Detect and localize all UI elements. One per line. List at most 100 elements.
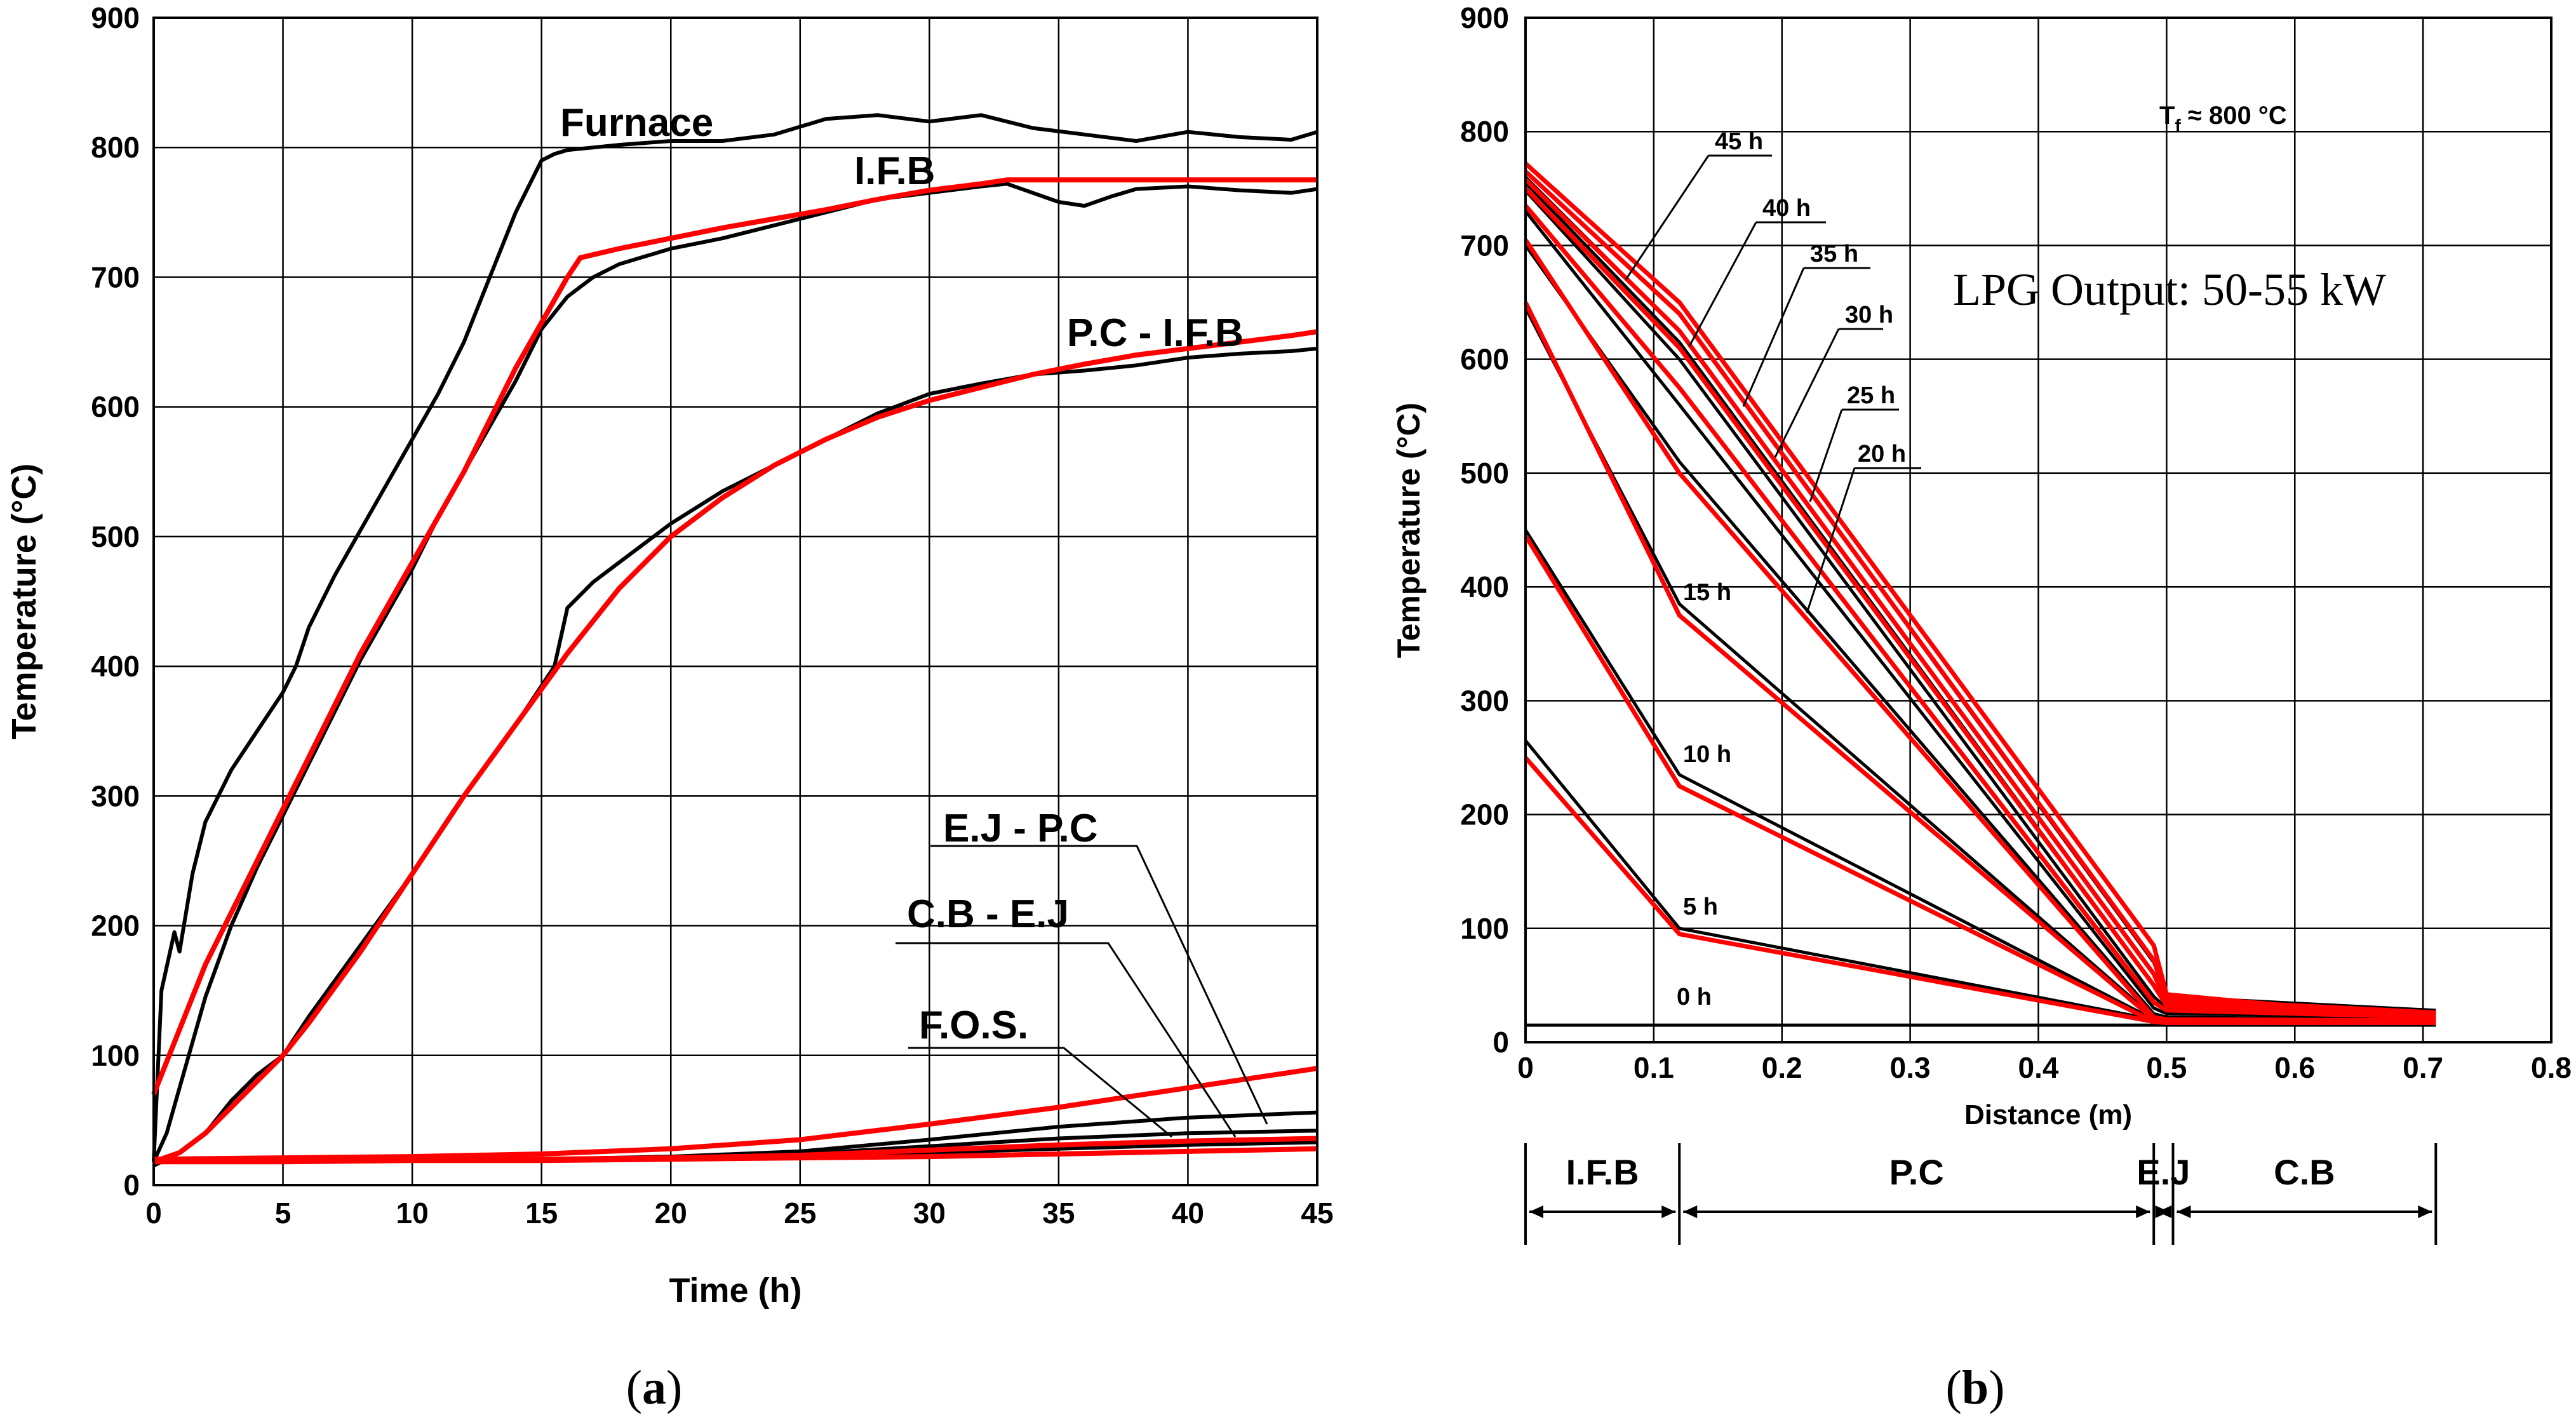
a-series-p-c-i-f-b-measured	[152, 346, 1318, 1168]
b-hour-label: 30 h	[1845, 302, 1893, 328]
b-y-tick-label: 600	[1460, 343, 1509, 376]
a-y-tick-label: 500	[91, 520, 140, 553]
b-hour-leader	[1688, 222, 1757, 347]
b-x-tick-label: 0.8	[2531, 1051, 2572, 1084]
b-lpg-output-label: LPG Output: 50-55 kW	[1953, 264, 2386, 315]
a-x-tick-label: 15	[525, 1197, 558, 1230]
a-annotation-furnace: Furnace	[560, 101, 713, 145]
a-annotation-ej-pc: E.J - P.C	[943, 807, 1098, 850]
b-layer-arrowhead	[1529, 1205, 1543, 1218]
b-y-tick-label: 200	[1460, 798, 1509, 831]
a-annotation-ifb: I.F.B	[854, 149, 935, 193]
b-hour-leader	[1774, 328, 1840, 458]
a-y-tick-label: 800	[91, 131, 140, 164]
a-leader-lines	[896, 845, 1268, 1138]
b-layer-arrowhead	[2155, 1205, 2170, 1218]
b-hour-label: 25 h	[1847, 382, 1895, 409]
b-x-tick-label: 0.7	[2403, 1051, 2443, 1084]
b-hour-leader	[1806, 467, 1856, 614]
a-y-tick-label: 300	[91, 779, 140, 812]
a-annotation-pc-ifb: P.C - I.F.B	[1067, 311, 1244, 355]
b-hour-label: 20 h	[1858, 441, 1906, 467]
b-caption-letter: b	[1962, 1361, 1989, 1414]
b-y-tick-label: 0	[1493, 1026, 1509, 1059]
b-hour-labels: 45 h 40 h 35 h 30 h 25 h 20 h 15 h 10 h 5 h 0 h	[1625, 128, 1921, 1010]
a-series-f-o-s-simulated	[154, 1146, 1318, 1165]
b-y-tick-label: 500	[1460, 457, 1509, 490]
b-layer-label: P.C	[1889, 1152, 1944, 1192]
b-y-tick-label: 100	[1460, 912, 1509, 945]
b-series-25-h-simulated	[1524, 204, 2436, 1020]
b-series-group	[1523, 161, 2436, 1027]
b-hour-label: 0 h	[1677, 984, 1712, 1010]
a-x-tick-label: 0	[145, 1197, 162, 1230]
b-y-tick-label: 400	[1460, 570, 1509, 603]
a-y-tick-label: 0	[123, 1169, 140, 1202]
b-series-30-h-simulated	[1524, 187, 2436, 1017]
a-y-tick-label: 200	[91, 909, 140, 942]
b-hour-label: 15 h	[1683, 579, 1731, 606]
b-note-t: T	[2159, 102, 2175, 130]
b-y-tick-label: 700	[1460, 229, 1509, 262]
b-series-5-h-measured	[1524, 739, 2436, 1024]
a-x-tick-label: 45	[1301, 1197, 1333, 1230]
b-series-5-h-simulated	[1524, 756, 2436, 1025]
a-y-tick-label: 700	[91, 260, 140, 293]
b-x-tick-label: 0.3	[1890, 1051, 1931, 1084]
a-y-axis-label: Temperature (°C)	[5, 464, 43, 740]
a-x-tick-label: 30	[913, 1197, 946, 1230]
a-y-tick-label: 400	[91, 650, 140, 683]
b-x-tick-label: 0	[1517, 1051, 1534, 1084]
a-plot-frame	[152, 17, 1318, 1186]
a-annotation-cb-ej: C.B - E.J	[907, 892, 1069, 936]
a-y-tick-label: 600	[91, 391, 140, 424]
a-caption-letter: a	[642, 1361, 666, 1414]
b-layer-arrowhead	[2177, 1205, 2191, 1218]
b-layer-arrowhead	[2136, 1205, 2150, 1218]
b-layer-label: E.J	[2137, 1152, 2190, 1192]
b-hour-label: 45 h	[1715, 128, 1763, 155]
b-series-20-h-simulated	[1524, 238, 2436, 1023]
b-series-20-h-measured	[1524, 244, 2436, 1021]
b-layer-label: I.F.B	[1566, 1152, 1639, 1192]
b-furnace-temp-note: Tf ≈ 800 °C	[2159, 102, 2287, 135]
b-hour-label: 5 h	[1683, 894, 1718, 920]
b-x-tick-label: 0.4	[2018, 1051, 2059, 1084]
a-leader-ej-pc	[930, 845, 1268, 1125]
b-x-axis-label: Distance (m)	[1964, 1099, 2132, 1130]
panel-b: 0 0.1 0.2 0.3 0.4 0.5 0.6 0.7 0.8 0 100 200 300 400 5…	[1391, 1, 2572, 1414]
a-series-p-c-i-f-b-simulated	[152, 329, 1318, 1164]
b-hour-label: 10 h	[1683, 741, 1731, 768]
b-x-tick-label: 0.5	[2146, 1051, 2187, 1084]
b-x-tick-labels: 0 0.1 0.2 0.3 0.4 0.5 0.6 0.7 0.8	[1517, 1051, 2572, 1084]
b-caption: (b)	[1946, 1361, 2005, 1414]
b-note-rest: ≈ 800 °C	[2181, 102, 2287, 130]
b-hour-leader	[1742, 267, 1805, 407]
b-y-tick-label: 800	[1460, 115, 1509, 148]
a-x-tick-label: 10	[396, 1197, 429, 1230]
a-caption: (a)	[626, 1361, 683, 1414]
a-x-tick-labels: 0 5 10 15 20 25 30 35 40 45	[145, 1197, 1333, 1230]
a-y-tick-labels: 0 100 200 300 400 500 600 700 800 900	[91, 1, 140, 1202]
b-plot-frame	[1524, 17, 2553, 1043]
a-x-tick-label: 5	[275, 1197, 292, 1230]
a-x-tick-label: 40	[1172, 1197, 1204, 1230]
a-x-tick-label: 20	[655, 1197, 687, 1230]
b-hour-label: 35 h	[1810, 241, 1858, 267]
b-hour-label: 40 h	[1762, 195, 1811, 222]
a-series-group	[151, 113, 1318, 1168]
a-leader-cb-ej	[896, 942, 1237, 1137]
b-y-axis-label: Temperature (°C)	[1391, 403, 1426, 658]
b-x-tick-label: 0.1	[1633, 1051, 1674, 1084]
a-series-furnace-measured	[152, 113, 1318, 1162]
b-layer-arrowhead	[1683, 1205, 1698, 1218]
b-series-45-h-simulated	[1524, 161, 2436, 1022]
b-y-tick-label: 900	[1460, 1, 1509, 34]
b-y-tick-labels: 0 100 200 300 400 500 600 700 800 900	[1460, 1, 1509, 1059]
a-x-tick-label: 35	[1042, 1197, 1075, 1230]
b-hour-leader	[1625, 155, 1710, 280]
b-hour-leader	[1809, 409, 1843, 502]
a-series-i-f-b-simulated	[151, 177, 1317, 1096]
a-x-axis-label: Time (h)	[669, 1271, 802, 1310]
